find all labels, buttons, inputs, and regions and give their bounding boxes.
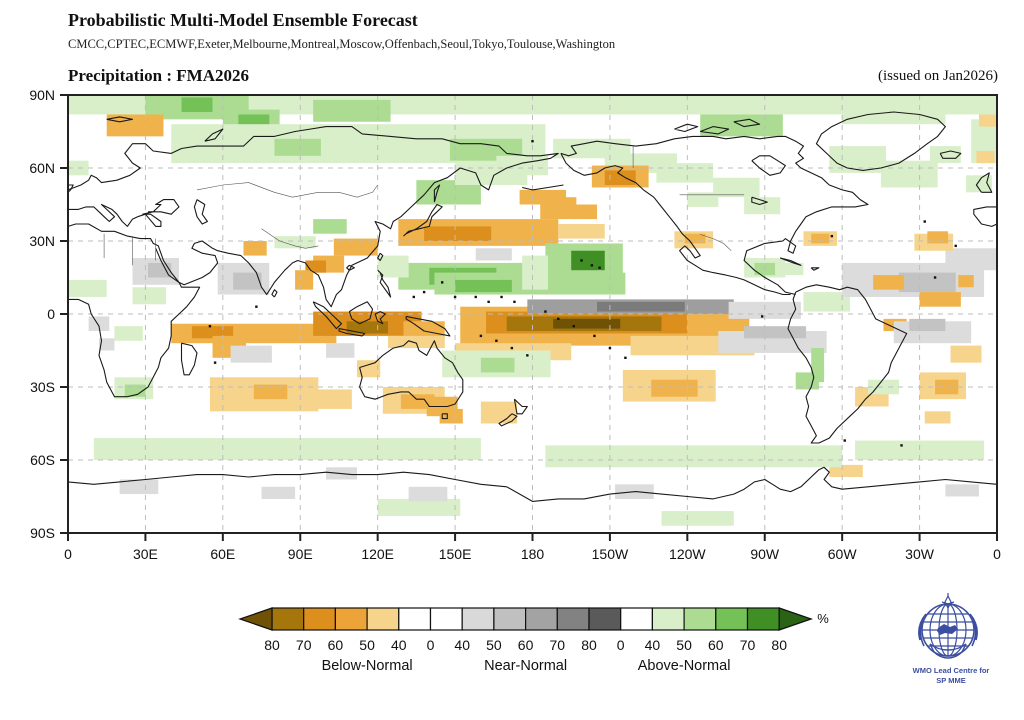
- lon-tick-label: 30E: [133, 546, 158, 562]
- coastlines: [67, 111, 998, 502]
- country-borders: [103, 146, 745, 266]
- page-title: Probabilistic Multi-Model Ensemble Forec…: [68, 10, 418, 30]
- lon-tick-label: 90E: [288, 546, 313, 562]
- colorbar-tick-label: 40: [391, 637, 407, 653]
- map-title: Precipitation : FMA2026: [68, 66, 249, 85]
- colorbar-tick-label: 50: [676, 637, 692, 653]
- lat-tick-label: 90S: [30, 525, 55, 541]
- colorbar-tick-label: 80: [581, 637, 597, 653]
- model-centres-list: CMCC,CPTEC,ECMWF,Exeter,Melbourne,Montre…: [68, 37, 616, 51]
- logo-caption-line2: SP MME: [936, 675, 966, 685]
- lon-tick-label: 120W: [669, 546, 706, 562]
- colorbar-tick-label: 50: [486, 637, 502, 653]
- map-gridlines: [68, 95, 997, 533]
- logo-caption: WMO Lead Centre for SP MME: [896, 664, 1006, 687]
- colorbar-tick-label: 70: [550, 637, 566, 653]
- axis-labels: 90N 60N 30N 0 30S 60S 90S 0 30E 60E 90E 120E 150E 180…: [29, 87, 1001, 562]
- logo-caption-line1: WMO Lead Centre for: [912, 666, 990, 675]
- colorbar-tick-label: 70: [740, 637, 756, 653]
- colorbar-tick-label: 40: [645, 637, 661, 653]
- lat-tick-label: 60S: [30, 452, 55, 468]
- colorbar-category-label: Above-Normal: [638, 658, 731, 674]
- colorbar-tick-label: 0: [427, 637, 435, 653]
- colorbar-tick-label: 40: [454, 637, 470, 653]
- lat-tick-label: 30N: [29, 233, 55, 249]
- colorbar-tick-label: 80: [771, 637, 787, 653]
- island-dots: [208, 140, 957, 447]
- lon-tick-label: 30W: [905, 546, 935, 562]
- lon-tick-label: 90W: [750, 546, 780, 562]
- wmo-logo: [918, 593, 978, 659]
- lon-tick-label: 0: [993, 546, 1001, 562]
- colorbar-category-label: Below-Normal: [322, 658, 413, 674]
- colorbar-category-label: Near-Normal: [484, 658, 567, 674]
- lon-tick-label: 150E: [439, 546, 472, 562]
- lat-tick-label: 30S: [30, 379, 55, 395]
- colorbar-unit: %: [817, 611, 829, 626]
- lon-tick-label: 120E: [361, 546, 394, 562]
- colorbar: 80 70 60 50 40 0 40 50 60 70 80 0 40 50 60 70 80 Below-No…: [238, 607, 829, 674]
- colorbar-tick-label: 0: [617, 637, 625, 653]
- lon-tick-label: 0: [64, 546, 72, 562]
- colorbar-tick-label: 60: [328, 637, 344, 653]
- lat-tick-label: 60N: [29, 160, 55, 176]
- lat-tick-label: 0: [47, 306, 55, 322]
- issued-date: (issued on Jan2026): [878, 68, 998, 84]
- lat-tick-label: 90N: [29, 87, 55, 103]
- lon-tick-label: 150W: [592, 546, 629, 562]
- colorbar-tick-label: 80: [264, 637, 280, 653]
- lon-tick-label: 60E: [210, 546, 235, 562]
- colorbar-tick-label: 60: [708, 637, 724, 653]
- colorbar-tick-label: 60: [518, 637, 534, 653]
- lon-tick-label: 60W: [828, 546, 858, 562]
- lon-tick-label: 180: [521, 546, 545, 562]
- colorbar-tick-label: 70: [296, 637, 312, 653]
- colorbar-tick-label: 50: [359, 637, 375, 653]
